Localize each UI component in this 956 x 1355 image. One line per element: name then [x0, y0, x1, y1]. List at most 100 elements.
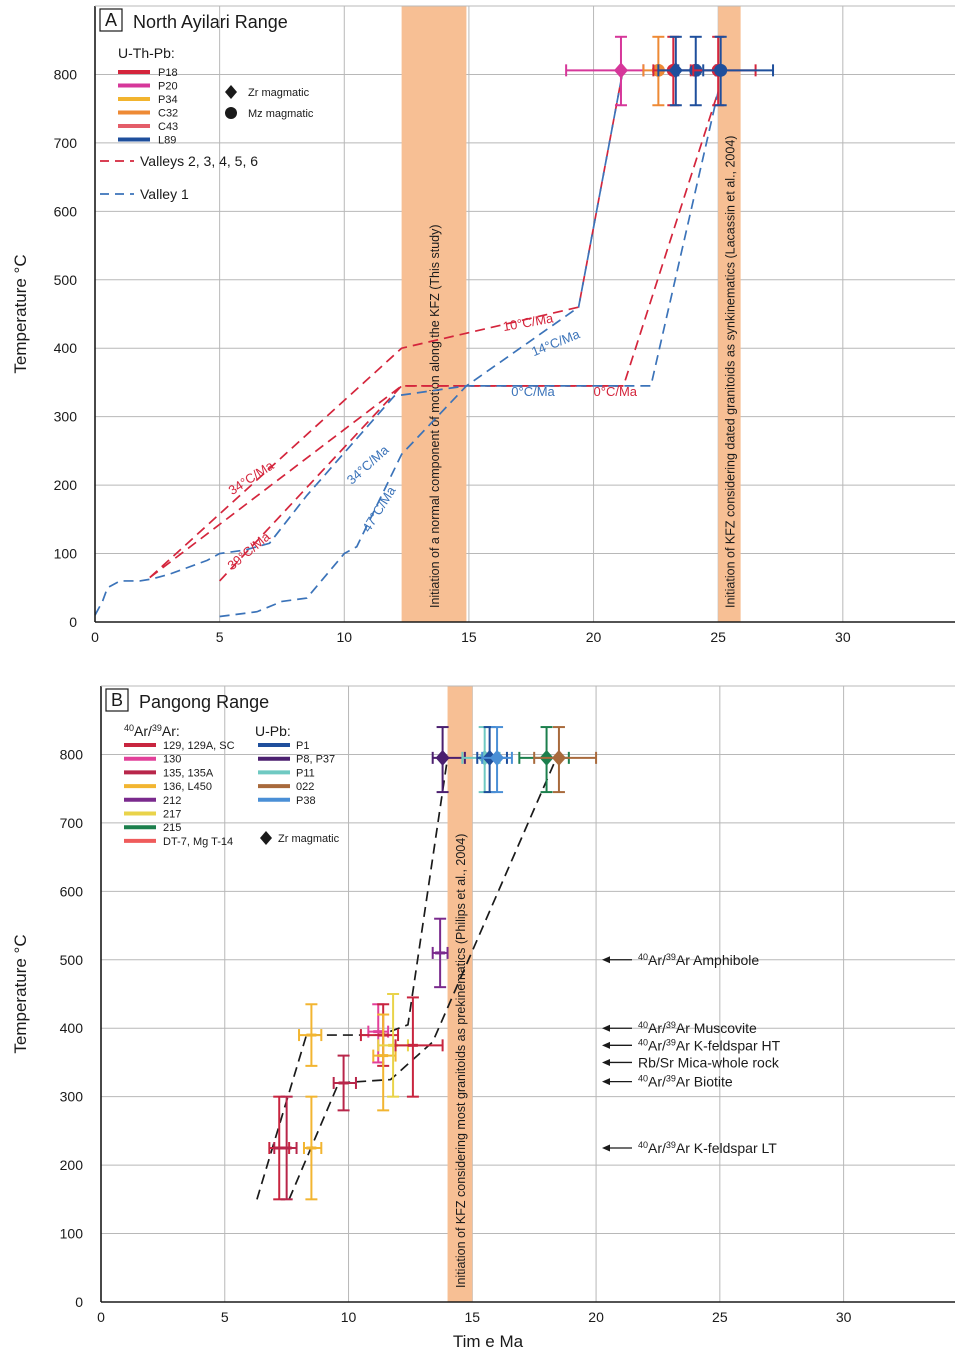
pa-y-tick-label: 700	[54, 135, 78, 151]
pa-panel-letter-box	[99, 8, 123, 32]
pa-band	[718, 6, 741, 622]
pa-y-tick-label: 400	[54, 340, 78, 356]
panel-b: Initiation of KFZ considering most grani…	[11, 685, 955, 1351]
legend-line-label: Valley 1	[140, 186, 189, 202]
pb-band-label: Initiation of KFZ considering most grani…	[454, 834, 468, 1288]
legend-label: C32	[158, 108, 178, 120]
legend-label: 215	[163, 822, 181, 834]
pb-data-point-diamond	[435, 749, 450, 766]
legend-label: P1	[296, 740, 309, 752]
pa-data-point-diamond	[668, 62, 683, 79]
pb-y-tick-label: 700	[60, 815, 84, 831]
pa-y-axis-title: Temperature °C	[11, 254, 30, 373]
arrow-left-icon	[602, 1024, 610, 1032]
pb-data-point-diamond	[551, 749, 566, 766]
diamond-icon	[225, 85, 237, 99]
pb-cooling-path	[256, 757, 449, 1200]
pb-data-point-diamond	[490, 749, 505, 766]
legend-label: DT-7, Mg T-14	[163, 836, 233, 848]
arrow-left-icon	[602, 1058, 610, 1066]
pa-panel-title: North Ayilari Range	[133, 12, 288, 32]
legend-label: P8, P37	[296, 754, 335, 766]
arrow-left-icon	[602, 1041, 610, 1049]
pa-x-tick-label: 25	[710, 629, 726, 645]
closure-temperature-label: 40Ar/39Ar K-feldspar HT	[638, 1037, 781, 1053]
rate-label: 34°C/Ma	[226, 457, 277, 498]
arrow-left-icon	[602, 1078, 610, 1086]
pa-y-tick-label: 0	[69, 614, 77, 630]
pb-panel-letter: B	[111, 690, 123, 710]
rate-label: 10°C/Ma	[502, 310, 555, 334]
pa-y-tick-label: 500	[54, 272, 78, 288]
pa-band-label: Initiation of KFZ considering dated gran…	[723, 136, 737, 608]
pa-cooling-path	[149, 67, 625, 579]
pb-x-axis-title: Tim e Ma	[453, 1332, 524, 1350]
pa-data-point-diamond	[613, 62, 628, 79]
legend-label: 217	[163, 809, 181, 821]
pa-x-tick-label: 30	[835, 629, 851, 645]
rate-label: 34°C/Ma	[344, 442, 392, 488]
pa-data-point-circle	[714, 63, 728, 77]
legend-label: 136, L450	[163, 781, 212, 793]
pb-panel-letter-box	[105, 688, 129, 712]
pb-y-axis-title: Temperature °C	[11, 934, 30, 1053]
pb-x-tick-label: 10	[341, 1309, 357, 1325]
pb-y-tick-label: 800	[60, 746, 84, 762]
pb-y-tick-label: 100	[60, 1226, 84, 1242]
pa-x-tick-label: 10	[336, 629, 352, 645]
rate-label: 14°C/Ma	[529, 326, 582, 359]
pb-x-tick-label: 0	[97, 1309, 105, 1325]
pb-y-tick-label: 400	[60, 1020, 84, 1036]
closure-temperature-label: 40Ar/39Ar Biotite	[638, 1074, 733, 1090]
pb-x-tick-label: 25	[712, 1309, 728, 1325]
rate-label: 39°C/Ma	[224, 528, 273, 573]
pb-x-tick-label: 5	[221, 1309, 229, 1325]
pb-x-tick-label: 30	[836, 1309, 852, 1325]
pa-band	[401, 6, 467, 622]
pa-x-tick-label: 0	[91, 629, 99, 645]
legend-label: 130	[163, 754, 181, 766]
pa-x-tick-label: 15	[461, 629, 477, 645]
pa-y-tick-label: 200	[54, 477, 78, 493]
panel-a: Initiation of a normal component of moti…	[11, 5, 955, 645]
legend-marker-label: Mz magmatic	[248, 108, 314, 120]
legend-label: P38	[296, 795, 316, 807]
legend-heading: U-Th-Pb:	[118, 45, 175, 61]
closure-temperature-label: 40Ar/39Ar K-feldspar LT	[638, 1140, 777, 1156]
legend-label: P34	[158, 94, 178, 106]
legend-heading-arar: 40Ar/39Ar:	[124, 723, 180, 739]
legend-label: P18	[158, 67, 178, 79]
pb-y-tick-label: 500	[60, 952, 84, 968]
legend-label: P11	[296, 767, 315, 779]
pb-y-tick-label: 600	[60, 883, 84, 899]
pa-x-tick-label: 5	[216, 629, 224, 645]
legend-label: 212	[163, 795, 181, 807]
pb-y-tick-label: 300	[60, 1089, 84, 1105]
pa-cooling-path	[149, 91, 719, 579]
pa-y-tick-label: 100	[54, 546, 78, 562]
legend-label: L89	[158, 135, 176, 147]
arrow-left-icon	[602, 1144, 610, 1152]
legend-marker-label: Zr magmatic	[248, 87, 310, 99]
legend-label: 129, 129A, SC	[163, 740, 235, 752]
legend-label: C43	[158, 121, 178, 133]
pa-panel-letter: A	[105, 10, 117, 30]
pb-y-tick-label: 0	[75, 1294, 83, 1310]
legend-line-label: Valleys 2, 3, 4, 5, 6	[140, 153, 258, 169]
legend-label: 135, 135A	[163, 767, 214, 779]
pb-panel-title: Pangong Range	[139, 692, 269, 712]
rate-label: 47°C/Ma	[359, 483, 399, 535]
pa-x-tick-label: 20	[586, 629, 602, 645]
pa-y-tick-label: 600	[54, 203, 78, 219]
circle-icon	[225, 107, 237, 119]
pb-cooling-path	[288, 757, 558, 1200]
pa-cooling-path	[94, 91, 720, 616]
rate-label: 0°C/Ma	[511, 384, 555, 399]
pb-y-tick-label: 200	[60, 1157, 84, 1173]
pa-band-label: Initiation of a normal component of moti…	[428, 224, 442, 608]
legend-label: P20	[158, 81, 178, 93]
arrow-left-icon	[602, 956, 610, 964]
rate-label: 0°C/Ma	[594, 384, 638, 399]
